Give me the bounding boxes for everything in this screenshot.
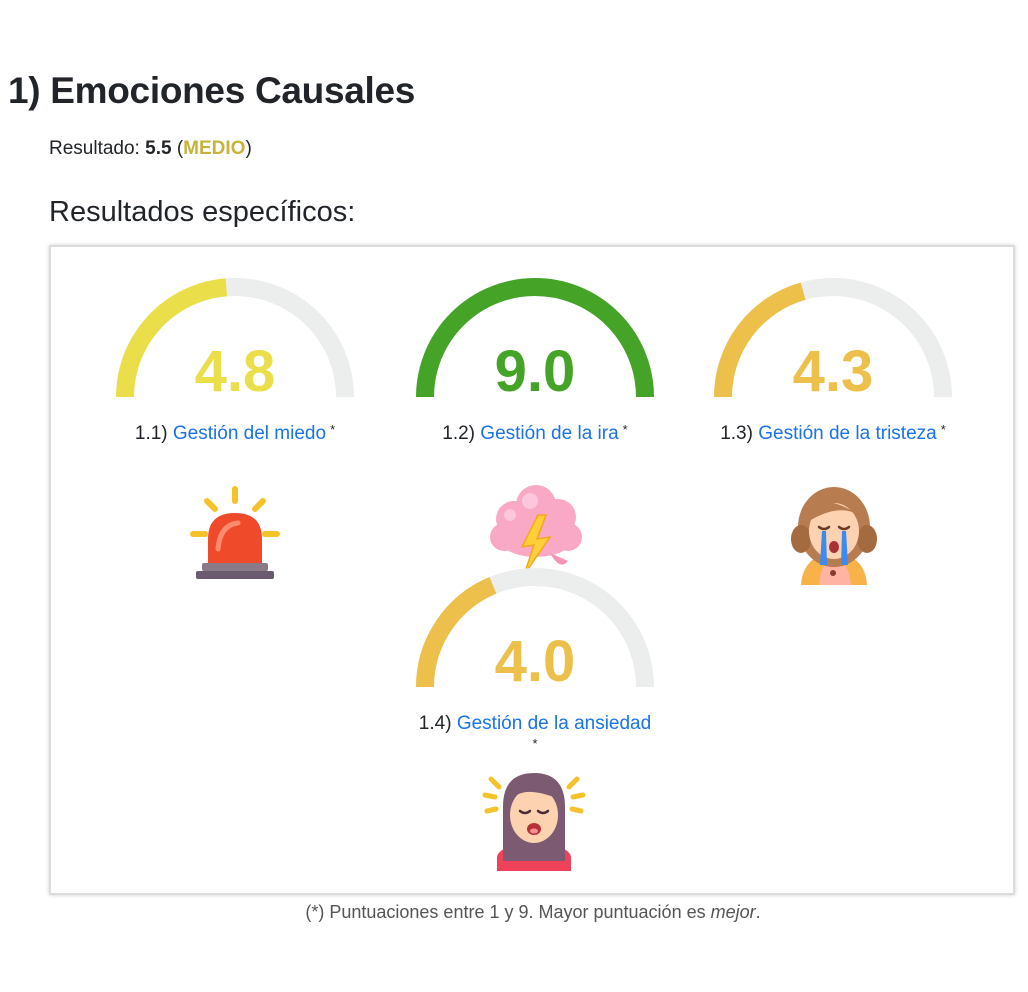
specific-results-heading: Resultados específicos: bbox=[49, 196, 356, 228]
overall-result: Resultado: 5.5 (MEDIO) bbox=[49, 138, 252, 159]
gauge-link-sadness[interactable]: Gestión de la tristeza bbox=[758, 423, 937, 444]
footnote-emphasis: mejor bbox=[710, 902, 756, 922]
gauge-number: 1.2) bbox=[442, 423, 476, 444]
asterisk: * bbox=[622, 422, 628, 437]
gauge-label: 1.1) Gestión del miedo * bbox=[85, 422, 385, 446]
gauge-number: 1.1) bbox=[134, 423, 168, 444]
gauge-label: 1.2) Gestión de la ira * bbox=[385, 422, 685, 446]
gauge-label: 1.3) Gestión de la tristeza * bbox=[683, 422, 983, 446]
results-panel: 4.8 1.1) Gestión del miedo * 9.0 bbox=[49, 245, 1015, 895]
gauge-link-fear[interactable]: Gestión del miedo bbox=[172, 423, 327, 444]
crying-woman-icon bbox=[791, 487, 877, 585]
asterisk: * bbox=[330, 422, 336, 437]
footnote-end: . bbox=[755, 902, 761, 922]
footnote: (*) Puntuaciones entre 1 y 9. Mayor punt… bbox=[0, 902, 1028, 923]
gauge-fill bbox=[416, 577, 497, 688]
asterisk: * bbox=[940, 422, 946, 437]
gauge-value: 4.0 bbox=[494, 629, 576, 694]
gauge-value: 4.8 bbox=[194, 339, 276, 404]
section-title: 1) Emociones Causales bbox=[8, 70, 416, 111]
footnote-text: (*) Puntuaciones entre 1 y 9. Mayor punt… bbox=[305, 902, 711, 922]
gauge-fill bbox=[416, 278, 654, 398]
gauge-fill bbox=[714, 282, 806, 398]
result-score: 5.5 bbox=[145, 138, 172, 159]
gauge-number: 1.3) bbox=[720, 423, 753, 444]
anxious-woman-icon bbox=[482, 773, 586, 871]
asterisk: * bbox=[532, 736, 538, 751]
result-level-badge: MEDIO bbox=[183, 138, 246, 159]
gauge-number: 1.4) bbox=[418, 713, 452, 734]
storm-cloud-icon bbox=[490, 485, 582, 576]
gauge-fill bbox=[116, 278, 228, 398]
gauge-anger bbox=[416, 278, 654, 398]
gauge-link-anxiety[interactable]: Gestión de la ansiedad bbox=[456, 713, 652, 734]
gauge-anxiety bbox=[416, 568, 654, 688]
gauge-label: 1.4) Gestión de la ansiedad * bbox=[385, 712, 685, 760]
result-label: Resultado: bbox=[49, 138, 140, 159]
gauge-value: 9.0 bbox=[494, 339, 576, 404]
siren-icon bbox=[190, 486, 280, 579]
gauge-sadness bbox=[714, 278, 952, 398]
gauge-value: 4.3 bbox=[792, 339, 874, 404]
gauge-link-anger[interactable]: Gestión de la ira bbox=[480, 423, 619, 444]
gauge-fear bbox=[116, 278, 354, 398]
